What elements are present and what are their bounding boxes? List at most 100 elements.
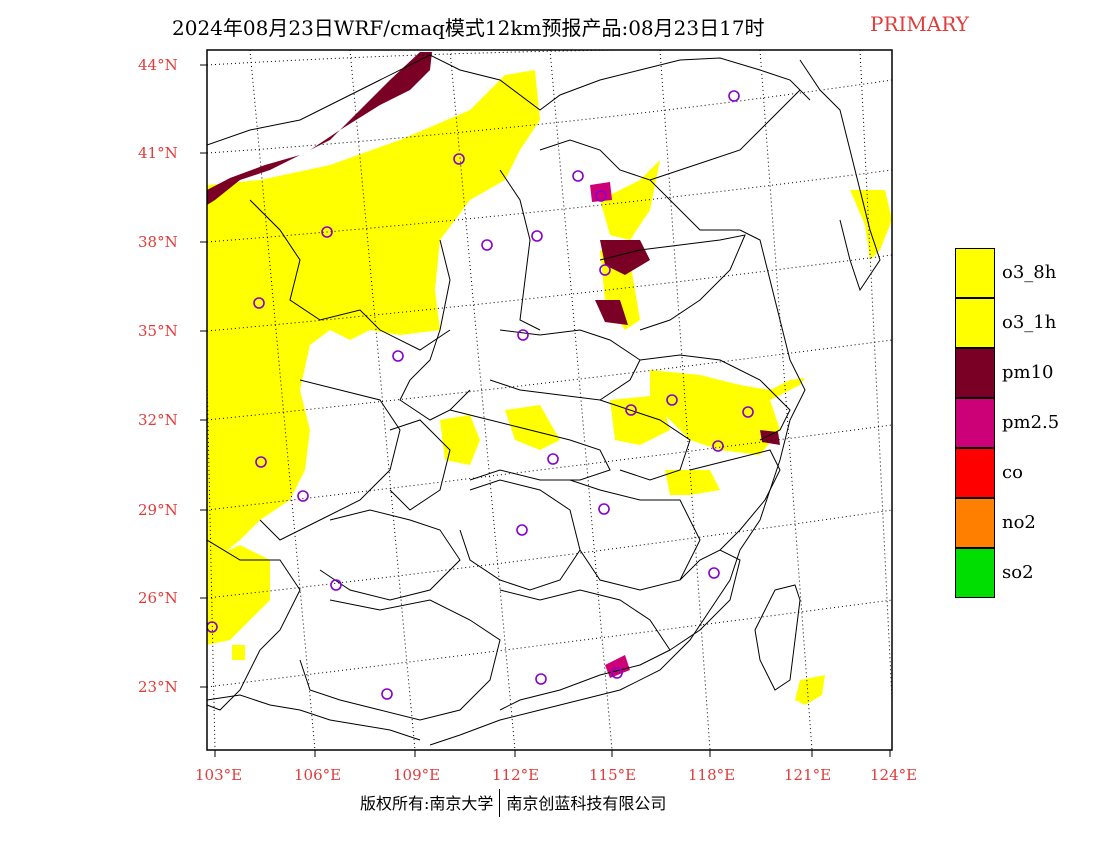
station-marker (207, 621, 218, 633)
lat-label-32n: 32°N (138, 411, 178, 429)
o3-region-taiwan-strait (795, 675, 825, 705)
coastline-taiwan (754, 584, 801, 691)
o3-region-layer (207, 70, 892, 705)
legend-swatch-no2 (955, 498, 995, 548)
boundary-henan (489, 329, 641, 401)
station-marker (321, 226, 333, 238)
parallel-32 (207, 339, 892, 421)
graticule (207, 50, 892, 750)
boundary-fujian (669, 549, 741, 651)
map-frame (206, 49, 893, 751)
lat-label-26n: 26°N (138, 589, 178, 607)
parallel-35 (207, 254, 892, 332)
map-content (207, 50, 892, 750)
station-marker (625, 404, 637, 416)
lon-label-103e: 103°E (195, 766, 243, 784)
o3-region-coast (665, 470, 720, 495)
lon-label-118e: 118°E (688, 766, 736, 784)
boundary-jiangsu (639, 354, 791, 441)
legend-label-o3-8h: o3_8h (1002, 262, 1057, 283)
o3-region-yunnan (232, 645, 245, 660)
coastline-east (429, 229, 806, 746)
legend-swatch-o3-8h (955, 248, 995, 298)
lon-label-106e: 106°E (294, 766, 342, 784)
parallel-29 (207, 424, 892, 511)
station-marker (516, 524, 528, 536)
meridian-115 (549, 50, 613, 750)
copyright-footer: 版权所有:南京大学 南京创蓝科技有限公司 (360, 788, 667, 819)
lat-label-29n: 29°N (138, 501, 178, 519)
pm25-region-beijing (590, 182, 612, 202)
boundary-anhui (599, 399, 691, 481)
lat-label-35n: 35°N (138, 322, 178, 340)
lon-label-109e: 109°E (393, 766, 441, 784)
station-marker (330, 579, 342, 591)
lon-label-115e: 115°E (589, 766, 637, 784)
station-marker (297, 490, 309, 502)
o3-region-anhui (610, 395, 670, 445)
parallel-23 (207, 599, 892, 688)
boundary-hunan (459, 479, 581, 591)
legend-label-pm10: pm10 (1002, 362, 1054, 383)
title-pollutant-tag: PRIMARY (870, 12, 969, 36)
station-marker (392, 350, 404, 362)
boundary-guangdong (499, 589, 671, 711)
parallel-26 (207, 509, 892, 599)
boundary-jiangxi (569, 479, 701, 591)
boundary-chongqing (389, 419, 451, 511)
station-marker (666, 394, 678, 406)
legend-swatch-pm10 (955, 348, 995, 398)
boundary-hebei (539, 139, 740, 231)
legend-label-so2: so2 (1002, 562, 1034, 583)
pm25-region-guangdong (605, 655, 630, 678)
coastline-korea (799, 59, 881, 292)
station-marker (517, 329, 529, 341)
station-marker (255, 456, 267, 468)
o3-region-central2 (505, 405, 560, 450)
lon-label-121e: 121°E (784, 766, 832, 784)
copyright-owner: 版权所有:南京大学 (360, 794, 494, 813)
o3-region-central (440, 415, 480, 465)
lat-label-41n: 41°N (138, 144, 178, 162)
legend-label-co: co (1002, 462, 1023, 483)
station-marker (742, 406, 754, 418)
station-marker (381, 688, 393, 700)
coastline-bohai (649, 89, 801, 181)
boundary-gansu-ningxia (249, 199, 451, 351)
lat-label-23n: 23°N (138, 678, 178, 696)
map-title: 2024年08月23日WRF/cmaq模式12km预报产品:08月23日17时 … (0, 12, 1100, 42)
parallel-38 (207, 169, 892, 243)
station-marker (531, 230, 543, 242)
pm10-region-hebei (600, 240, 650, 275)
legend-label-pm25: pm2.5 (1002, 412, 1060, 433)
legend-label-no2: no2 (1002, 512, 1036, 533)
station-layer (207, 90, 754, 700)
pm10-region-shanghai (760, 430, 780, 445)
pm10-region-north (207, 52, 432, 205)
legend-swatch-o3-1h (955, 298, 995, 348)
o3-region-southwest (207, 545, 270, 645)
station-marker (708, 567, 720, 579)
station-marker (611, 667, 623, 679)
meridian-121 (759, 50, 813, 750)
lon-label-112e: 112°E (492, 766, 540, 784)
title-main: 2024年08月23日WRF/cmaq模式12km预报产品:08月23日17时 (172, 16, 765, 40)
lat-label-38n: 38°N (138, 233, 178, 251)
legend-swatch-pm25 (955, 398, 995, 448)
station-marker (728, 90, 740, 102)
station-marker (481, 239, 493, 251)
boundary-sichuan (259, 379, 401, 541)
lon-label-124e: 124°E (870, 766, 918, 784)
station-marker (599, 264, 611, 276)
copyright-company: 南京创蓝科技有限公司 (506, 794, 667, 813)
station-marker (547, 453, 559, 465)
station-marker (595, 190, 607, 202)
pm10-region-shandong (595, 300, 628, 325)
lat-label-44n: 44°N (138, 56, 178, 74)
legend-label-o3-1h: o3_1h (1002, 312, 1057, 333)
boundary-inner-mongolia (207, 54, 811, 146)
boundary-shandong (599, 234, 746, 331)
parallel-41 (207, 79, 892, 154)
station-marker (712, 440, 724, 452)
